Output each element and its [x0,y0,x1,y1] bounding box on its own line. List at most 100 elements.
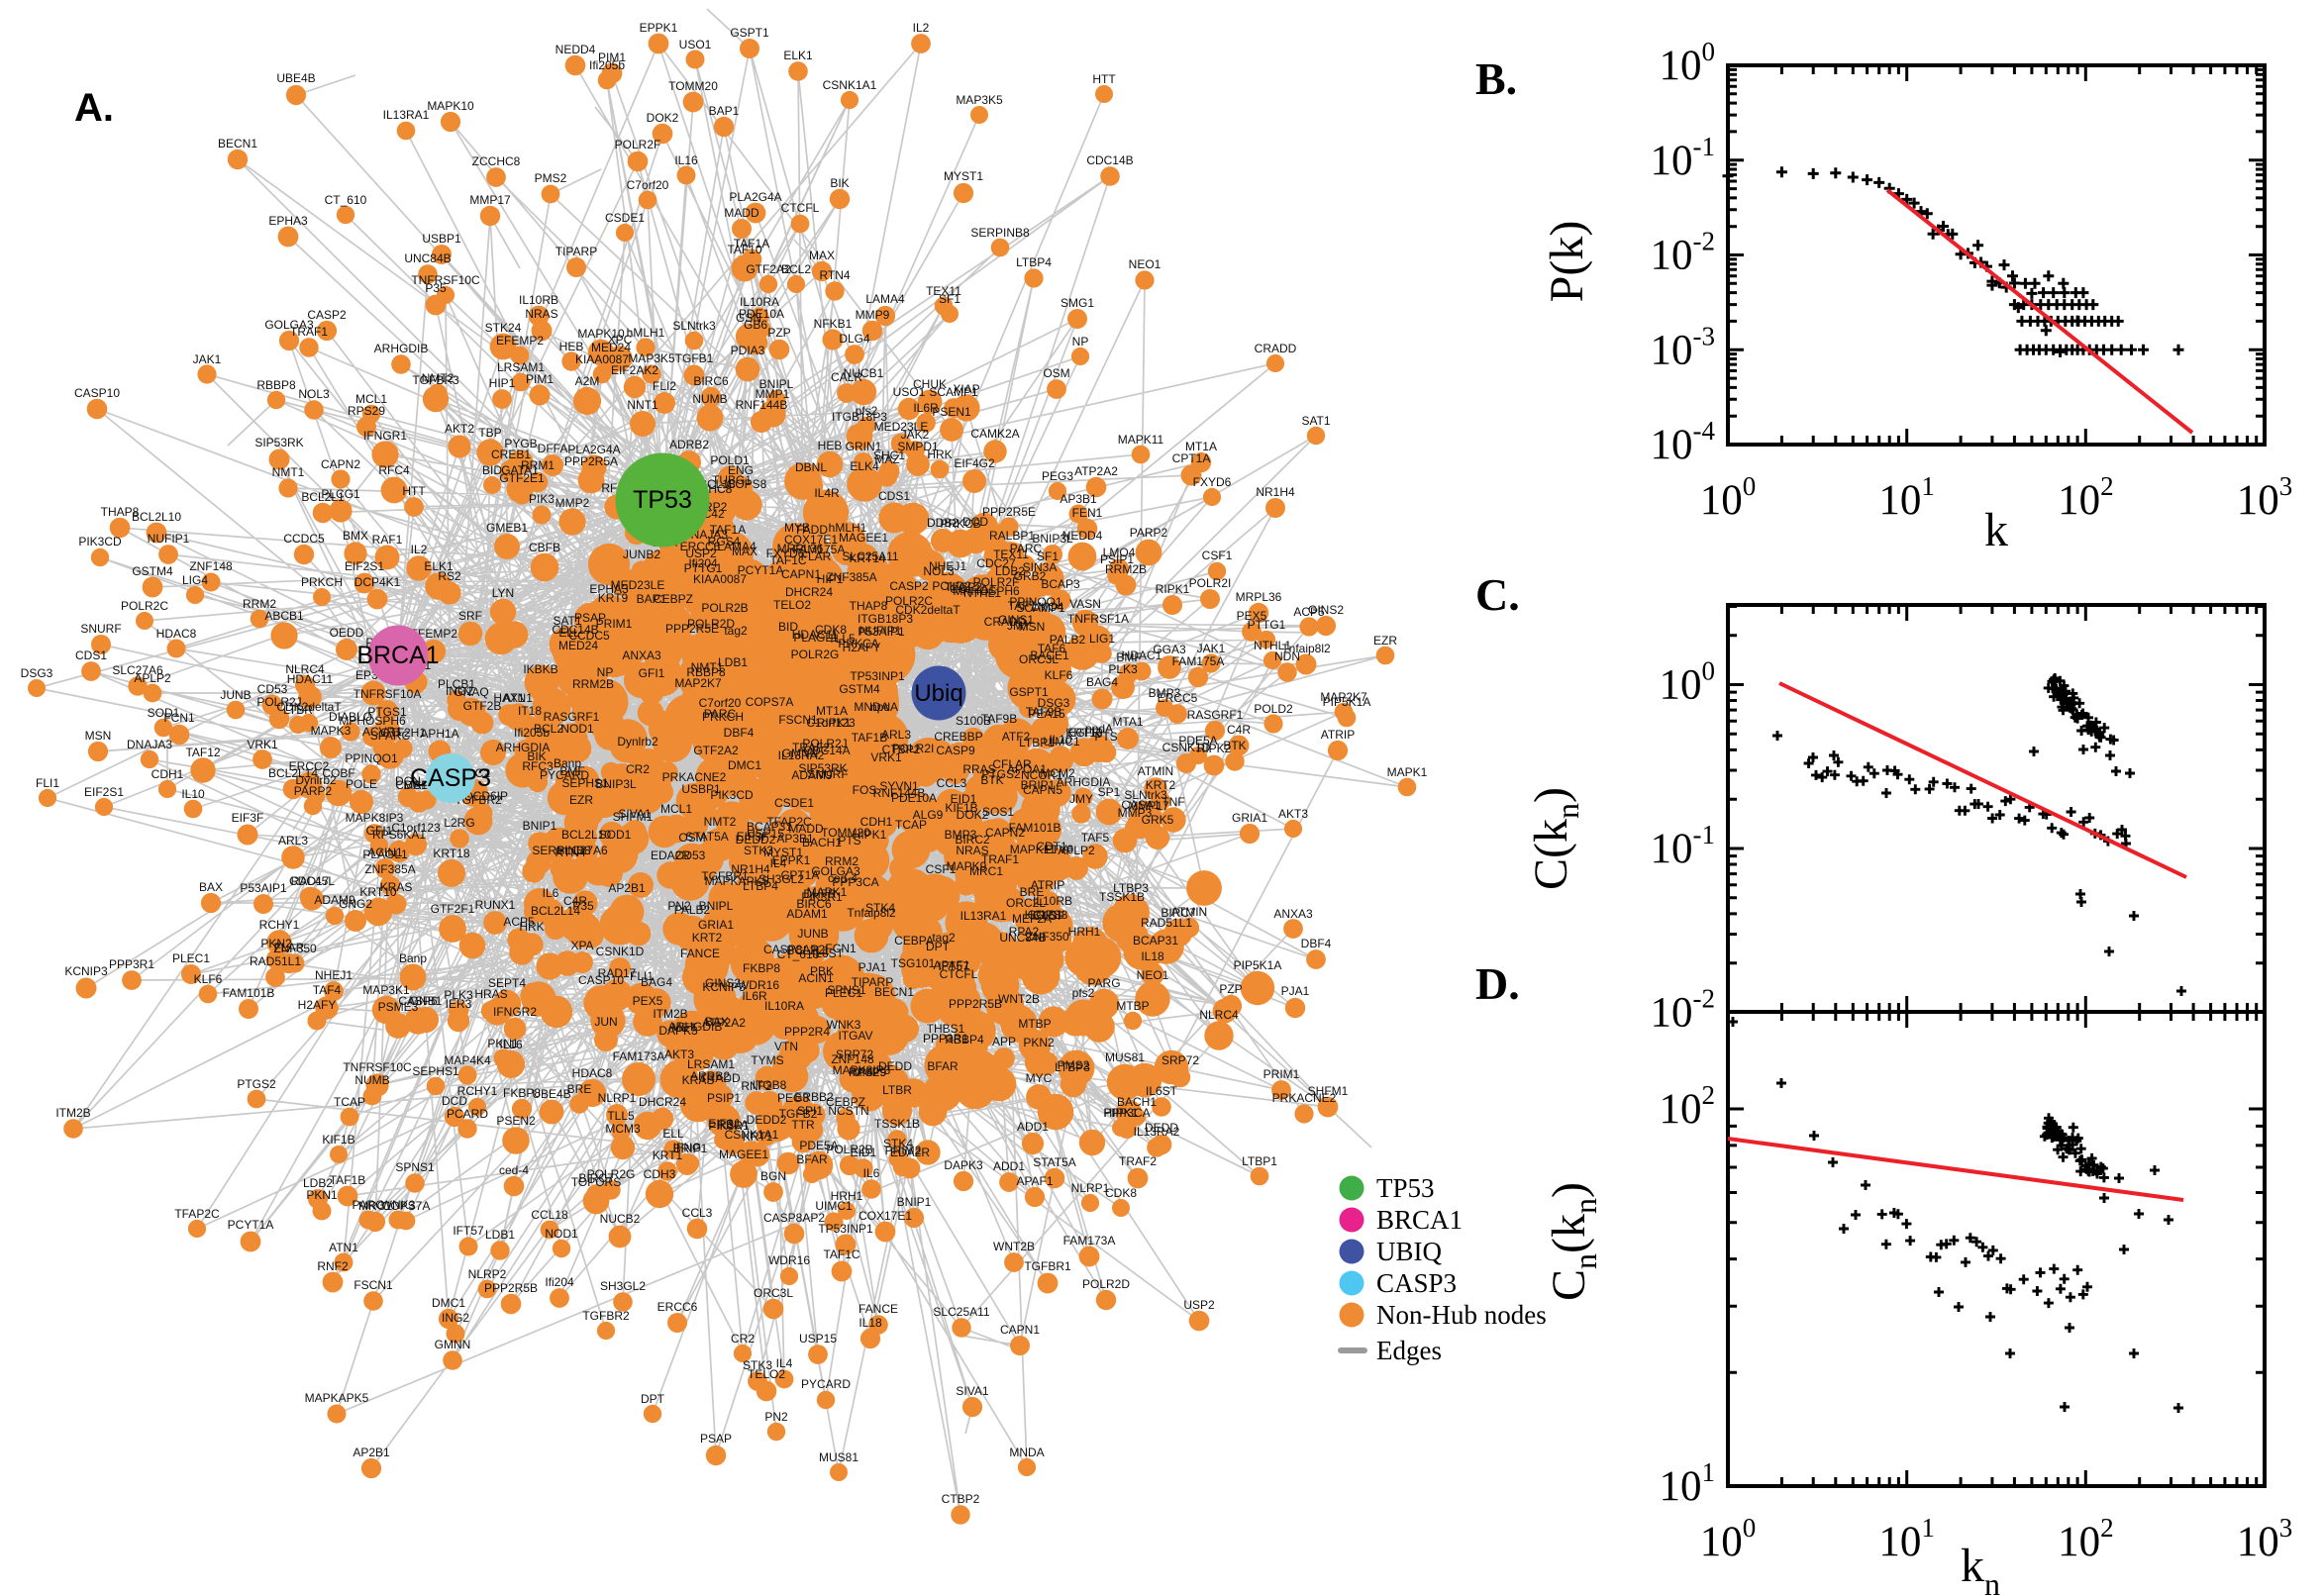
svg-text:APH1A: APH1A [420,727,458,741]
svg-text:SIN3A: SIN3A [1023,560,1058,574]
svg-text:DNAJA3: DNAJA3 [127,738,172,751]
svg-text:PDIA3: PDIA3 [731,344,765,357]
svg-text:PLK3: PLK3 [444,988,473,1002]
svg-text:tag2: tag2 [724,624,748,638]
svg-text:TAF1C: TAF1C [769,553,806,567]
svg-text:PLAGL1: PLAGL1 [362,848,408,861]
svg-text:PMS2: PMS2 [535,171,567,185]
svg-text:BIRC6: BIRC6 [796,897,832,911]
svg-text:NHEJ1: NHEJ1 [929,559,966,573]
svg-text:FKBP8: FKBP8 [503,1086,541,1100]
svg-text:EIF4G2: EIF4G2 [954,456,995,470]
svg-text:SLC25A11: SLC25A11 [842,549,898,563]
svg-text:PTGS2: PTGS2 [237,1077,276,1091]
svg-text:BIK: BIK [830,176,849,190]
svg-text:TBP: TBP [478,426,501,440]
svg-text:GINS1: GINS1 [998,613,1034,627]
svg-text:STAT5A: STAT5A [685,830,729,844]
svg-text:TOPORS: TOPORS [571,1175,621,1189]
svg-text:WNT2B: WNT2B [993,1240,1035,1253]
svg-text:L2RG: L2RG [444,816,474,830]
svg-text:ADRB2: ADRB2 [669,438,709,451]
svg-text:CASA1: CASA1 [1121,798,1161,812]
svg-text:TGFBR3: TGFBR3 [412,373,459,387]
svg-text:RAD51L1: RAD51L1 [1141,916,1192,930]
svg-text:ADAM9: ADAM9 [314,893,355,907]
svg-text:IKBKB: IKBKB [523,662,557,676]
svg-text:APLP2: APLP2 [1058,844,1095,857]
svg-text:SIP53RK: SIP53RK [798,761,847,775]
svg-text:UIMC1: UIMC1 [1043,735,1080,748]
svg-text:k: k [1984,504,2008,556]
svg-text:CSDE1: CSDE1 [605,211,645,225]
svg-text:A2M: A2M [575,374,600,388]
svg-text:AP2B1: AP2B1 [608,881,646,895]
svg-text:RAD17: RAD17 [598,966,637,980]
svg-text:RPS29: RPS29 [849,1065,886,1079]
svg-text:COPS7A: COPS7A [382,1199,431,1213]
svg-text:IL18: IL18 [1141,949,1164,963]
svg-text:SPNS1: SPNS1 [827,983,866,997]
svg-text:CD53: CD53 [675,848,706,862]
svg-text:KCNIP3: KCNIP3 [64,964,108,978]
svg-text:ATN1: ATN1 [503,691,533,705]
svg-text:RRM1: RRM1 [521,458,555,472]
svg-text:FAM101B: FAM101B [1009,821,1061,835]
svg-text:NTHL1: NTHL1 [963,586,1001,600]
svg-text:ING2: ING2 [442,1311,469,1325]
svg-text:HRK: HRK [519,920,544,934]
svg-text:COBF: COBF [322,766,354,780]
svg-text:CASP8AP2: CASP8AP2 [763,1211,825,1225]
svg-text:TGFBR2: TGFBR2 [582,1309,630,1323]
svg-text:PIK3R1: PIK3R1 [708,1119,750,1133]
svg-text:GSPT1: GSPT1 [1009,685,1049,699]
svg-text:PTGS1: PTGS1 [367,705,407,719]
svg-text:MADD: MADD [788,822,824,836]
svg-text:tag2: tag2 [932,931,956,945]
svg-text:MAPK3: MAPK3 [311,724,352,738]
svg-text:A.: A. [74,86,114,130]
svg-text:C4R: C4R [1227,723,1251,737]
svg-text:NNT1: NNT1 [627,398,658,412]
svg-text:BRCA1: BRCA1 [1376,1205,1463,1235]
svg-text:TELO2: TELO2 [773,598,811,612]
svg-text:PIK3CD: PIK3CD [710,788,754,802]
svg-text:PKN1: PKN1 [306,1188,338,1202]
svg-text:PLCB1: PLCB1 [438,677,475,691]
svg-text:MAPK10: MAPK10 [577,327,625,341]
svg-text:MYST1: MYST1 [944,169,983,183]
svg-text:PLA2G4A: PLA2G4A [567,443,620,456]
svg-text:IL10: IL10 [181,787,205,801]
svg-text:CASP9: CASP9 [936,744,975,757]
svg-text:HIP1: HIP1 [817,572,844,586]
svg-text:POLR2J: POLR2J [256,695,301,709]
svg-text:CDK2deltaT: CDK2deltaT [276,700,342,714]
svg-text:TP53: TP53 [1376,1173,1435,1203]
svg-text:GRIA1: GRIA1 [698,918,734,932]
svg-text:IFT57: IFT57 [453,1224,484,1238]
svg-text:IL10RA: IL10RA [764,999,804,1013]
svg-text:MMP17: MMP17 [469,193,511,207]
svg-text:BRIP1: BRIP1 [673,1142,708,1155]
svg-text:IER3: IER3 [446,997,472,1011]
svg-text:NUFIP1: NUFIP1 [859,624,902,638]
svg-text:NMT1: NMT1 [272,465,305,479]
svg-text:RNF2: RNF2 [317,1259,349,1273]
svg-text:NOL3: NOL3 [298,387,330,401]
svg-text:NUMB: NUMB [354,1073,389,1087]
svg-text:PLA2G4A: PLA2G4A [729,190,781,204]
svg-text:SF1: SF1 [1037,549,1059,563]
svg-text:SH3GL2: SH3GL2 [758,872,804,886]
svg-text:VRK1: VRK1 [247,738,278,751]
svg-text:EIF3F: EIF3F [737,830,769,844]
svg-text:PARP2: PARP2 [294,784,333,798]
svg-text:PSEN2: PSEN2 [496,1114,536,1128]
svg-text:CDH1: CDH1 [860,815,893,829]
svg-text:JMY: JMY [1007,619,1031,633]
svg-text:CCL3: CCL3 [682,1206,713,1220]
svg-text:DMC1: DMC1 [728,758,761,772]
svg-text:MRPL36: MRPL36 [777,542,824,555]
svg-text:BRCA1: BRCA1 [356,642,439,669]
svg-text:P35: P35 [425,281,447,295]
svg-text:HAX1: HAX1 [493,691,525,705]
